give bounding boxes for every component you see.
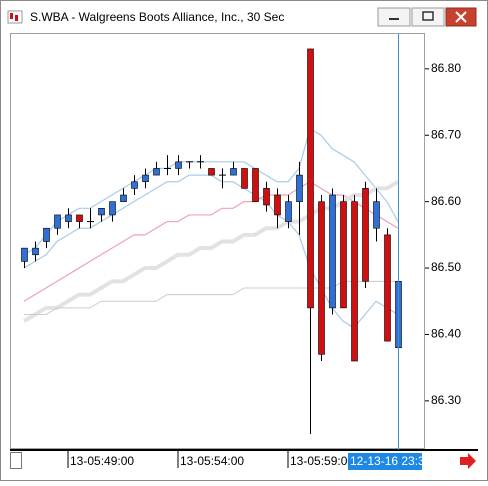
candle-body <box>43 227 50 242</box>
candle-body <box>54 214 61 229</box>
candle-body <box>362 188 369 282</box>
close-button[interactable] <box>445 7 477 27</box>
candle-body <box>142 174 149 183</box>
x-tick-label: 13-05:54:00 <box>180 454 244 468</box>
maximize-button[interactable] <box>411 7 445 27</box>
candle-body <box>274 194 281 216</box>
candle-body <box>109 201 116 216</box>
app-icon <box>7 10 23 24</box>
y-tick-label: 86.30 <box>431 393 461 407</box>
candle-body <box>32 247 39 256</box>
candle-body <box>318 201 325 355</box>
candle-body <box>153 168 160 176</box>
candle-body <box>373 201 380 229</box>
candle-body <box>307 48 314 309</box>
candle-body <box>230 168 237 176</box>
candle-body <box>76 214 83 222</box>
indicator-line <box>23 127 399 256</box>
candle-body <box>252 168 259 202</box>
candle-body <box>296 174 303 202</box>
candle-body <box>98 207 105 216</box>
candle-body <box>340 201 347 309</box>
scroll-right-arrow[interactable] <box>460 453 476 469</box>
candle-body <box>384 234 391 342</box>
candle-body <box>131 181 138 189</box>
y-tick-label: 86.50 <box>431 260 461 274</box>
candle-body <box>329 194 336 309</box>
candle-body <box>208 168 215 176</box>
y-tick-label: 86.80 <box>431 61 461 75</box>
candle-body <box>120 194 127 202</box>
scroll-handle[interactable] <box>10 452 22 469</box>
cursor-label-box <box>348 453 422 470</box>
y-tick-label: 86.60 <box>431 194 461 208</box>
candle-body <box>241 168 248 189</box>
window-title: S.WBA - Walgreens Boots Alliance, Inc., … <box>30 10 284 24</box>
y-tick-label: 86.40 <box>431 327 461 341</box>
candle-body <box>263 188 270 206</box>
candle-body <box>21 247 28 262</box>
y-tick-label: 86.70 <box>431 127 461 141</box>
candle-body <box>175 161 182 169</box>
minimize-button[interactable] <box>377 7 411 27</box>
x-tick-label: 13-05:49:00 <box>70 454 134 468</box>
candle-body <box>351 201 358 362</box>
candle-body <box>65 214 72 222</box>
x-tick-label: 13-05:59:00 <box>290 454 354 468</box>
cursor-label: 12-13-16 23:34:00 <box>350 454 448 468</box>
candle-body <box>285 201 292 222</box>
